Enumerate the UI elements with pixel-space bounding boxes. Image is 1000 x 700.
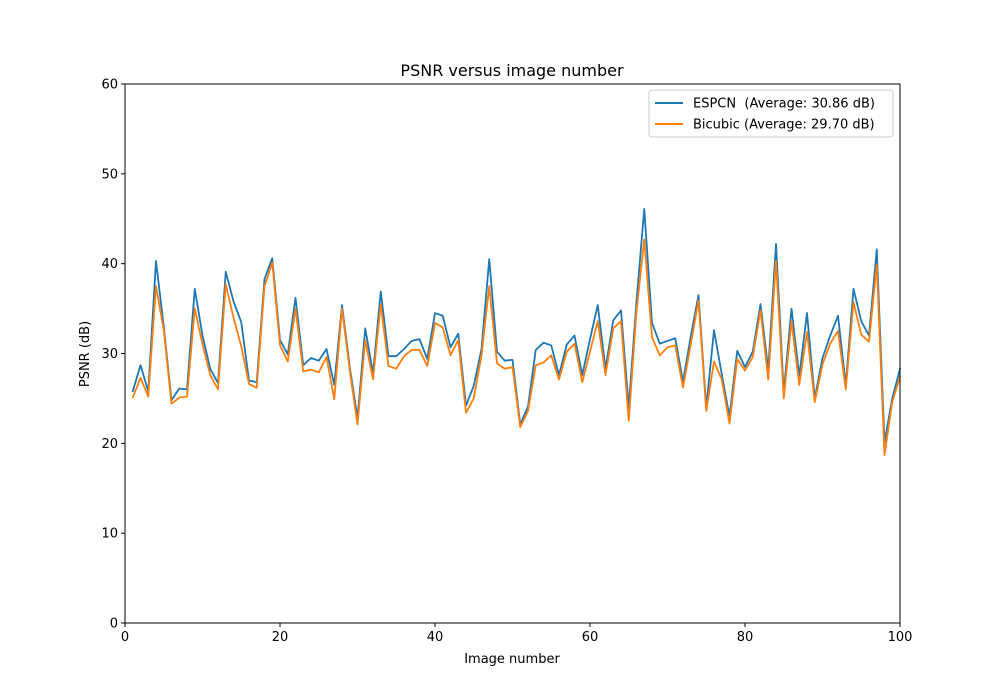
y-tick-label: 30 [101,347,118,362]
x-tick-label: 20 [272,630,289,645]
legend: ESPCN (Average: 30.86 dB) Bicubic (Avera… [648,89,894,138]
x-tick-label: 100 [888,630,913,645]
x-axis: 0 20 40 60 80 100 [121,623,913,645]
x-tick-label: 40 [427,630,444,645]
legend-box [648,89,894,138]
x-tick-label: 0 [121,630,129,645]
legend-label-bicubic: Bicubic (Average: 29.70 dB) [693,118,875,133]
x-tick-label: 60 [582,630,599,645]
x-axis-label: Image number [464,652,560,667]
x-tick-label: 80 [737,630,754,645]
y-tick-label: 50 [101,167,118,182]
y-tick-label: 0 [110,617,118,632]
y-axis: 0 10 20 30 40 50 60 [101,78,125,632]
y-tick-label: 10 [101,527,118,542]
legend-label-espcn: ESPCN (Average: 30.86 dB) [693,97,875,112]
y-tick-label: 40 [101,257,118,272]
y-tick-label: 20 [101,437,118,452]
y-axis-label: PSNR (dB) [78,321,93,387]
chart-title: PSNR versus image number [400,61,624,80]
series-line-bicubic [131,238,901,456]
series-layer [131,207,901,456]
y-tick-label: 60 [101,78,118,93]
